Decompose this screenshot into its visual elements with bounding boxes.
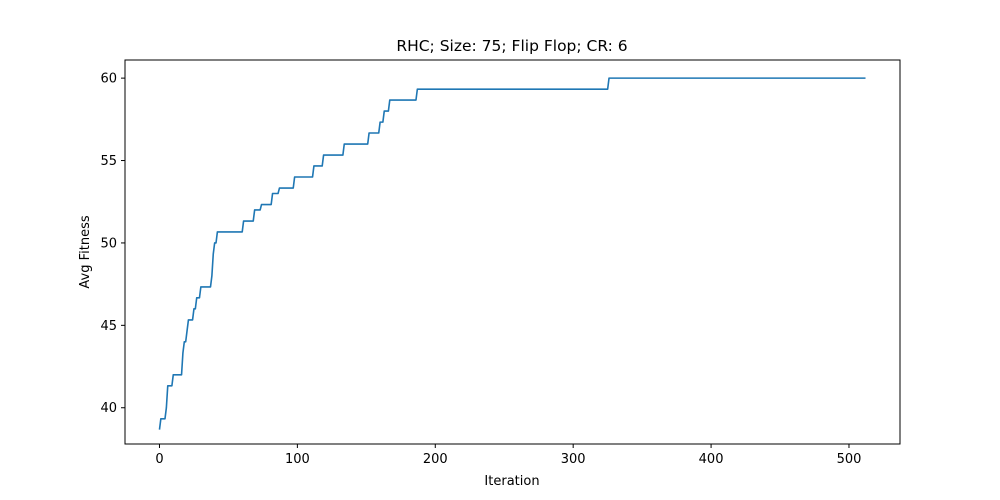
y-tick-label: 40 — [100, 401, 117, 416]
x-tick-label: 200 — [423, 452, 448, 467]
chart-title: RHC; Size: 75; Flip Flop; CR: 6 — [396, 37, 627, 55]
plot-area — [158, 77, 866, 430]
y-axis-ticks: 40 45 50 55 60 — [100, 72, 125, 416]
x-tick-label: 300 — [561, 452, 586, 467]
series-line-0 — [158, 77, 866, 430]
x-axis-ticks: 0 100 200 300 400 500 — [155, 444, 861, 467]
y-tick-label: 50 — [100, 236, 117, 251]
axes-frame — [124, 59, 901, 445]
y-tick-label: 55 — [100, 154, 117, 169]
y-axis-label: Avg Fitness — [78, 215, 93, 288]
y-tick-label: 45 — [100, 319, 117, 334]
x-tick-label: 500 — [837, 452, 862, 467]
x-tick-label: 100 — [285, 452, 310, 467]
x-tick-label: 400 — [699, 452, 724, 467]
x-axis-label: Iteration — [484, 474, 539, 489]
y-tick-label: 60 — [100, 72, 117, 87]
x-tick-label: 0 — [155, 452, 163, 467]
